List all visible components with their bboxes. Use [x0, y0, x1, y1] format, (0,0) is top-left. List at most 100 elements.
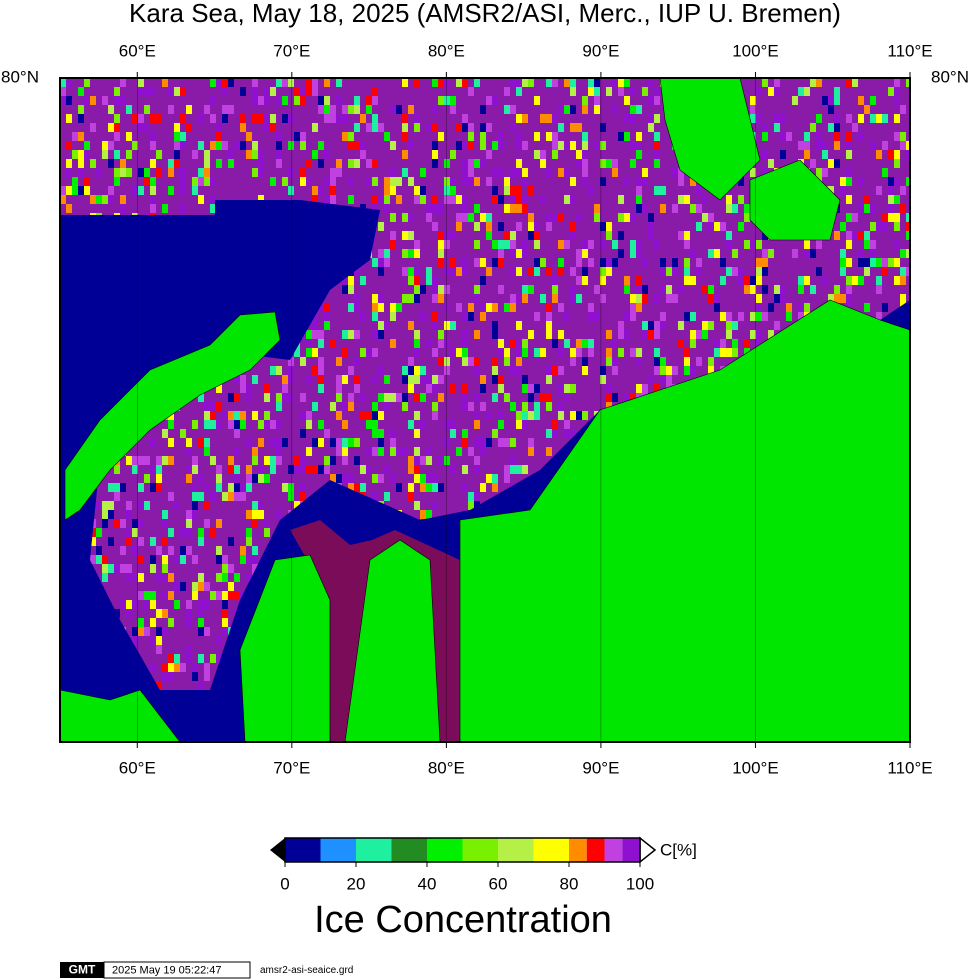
colorbar-tick-label: 20 [347, 874, 366, 893]
ice-pixel [462, 339, 468, 348]
ice-pixel [318, 330, 324, 339]
ice-pixel [204, 483, 210, 492]
ice-pixel [138, 573, 144, 582]
ice-pixel [72, 150, 78, 159]
ice-pixel [606, 267, 612, 276]
ice-pixel [270, 456, 276, 465]
ice-pixel [480, 438, 486, 447]
ice-pixel [678, 285, 684, 294]
ice-pixel [552, 213, 558, 222]
ice-pixel [216, 141, 222, 150]
ice-pixel [270, 465, 276, 474]
ice-pixel [480, 276, 486, 285]
ice-pixel [78, 150, 84, 159]
ice-pixel [384, 204, 390, 213]
ice-pixel [480, 447, 486, 456]
ice-pixel [372, 474, 378, 483]
ice-pixel [330, 186, 336, 195]
ice-pixel [756, 330, 762, 339]
colorbar-bin [498, 838, 534, 862]
ice-pixel [738, 312, 744, 321]
ice-pixel [354, 267, 360, 276]
ice-pixel [192, 582, 198, 591]
ice-pixel [876, 150, 882, 159]
ice-pixel [624, 276, 630, 285]
ice-pixel [96, 528, 102, 537]
ice-pixel [720, 312, 726, 321]
ice-pixel [456, 213, 462, 222]
ice-pixel [444, 366, 450, 375]
ice-pixel [558, 384, 564, 393]
ice-pixel [168, 438, 174, 447]
ice-pixel [516, 132, 522, 141]
ice-pixel [468, 159, 474, 168]
ice-pixel [474, 501, 480, 510]
ice-pixel [198, 618, 204, 627]
ice-pixel [492, 357, 498, 366]
ice-pixel [450, 465, 456, 474]
ice-pixel [456, 222, 462, 231]
ice-pixel [510, 231, 516, 240]
x-tick-label: 80°E [428, 758, 465, 777]
ice-pixel [588, 258, 594, 267]
ice-pixel [564, 384, 570, 393]
ice-pixel [354, 357, 360, 366]
ice-pixel [570, 195, 576, 204]
map-frame [59, 77, 911, 743]
ice-pixel [804, 240, 810, 249]
ice-pixel [108, 186, 114, 195]
ice-pixel [210, 456, 216, 465]
ice-pixel [618, 132, 624, 141]
ice-pixel [894, 276, 900, 285]
ice-pixel [324, 456, 330, 465]
ice-pixel [858, 114, 864, 123]
ice-pixel [486, 231, 492, 240]
ice-pixel [240, 375, 246, 384]
ice-pixel [354, 123, 360, 132]
ice-pixel [348, 438, 354, 447]
ice-pixel [570, 411, 576, 420]
ice-pixel [408, 384, 414, 393]
ice-pixel [888, 186, 894, 195]
ice-pixel [372, 177, 378, 186]
ice-pixel [204, 582, 210, 591]
ice-pixel [804, 249, 810, 258]
ice-pixel [636, 132, 642, 141]
ice-pixel [516, 411, 522, 420]
ice-pixel [714, 222, 720, 231]
ice-pixel [528, 411, 534, 420]
ice-pixel [198, 177, 204, 186]
ice-pixel [714, 249, 720, 258]
ice-pixel [144, 123, 150, 132]
gmt-logo [60, 962, 104, 978]
ice-pixel [90, 528, 96, 537]
ice-pixel [462, 177, 468, 186]
ice-pixel [222, 600, 228, 609]
ice-pixel [288, 141, 294, 150]
ice-pixel [234, 393, 240, 402]
ice-pixel [576, 411, 582, 420]
ice-pixel [174, 501, 180, 510]
ice-pixel [156, 609, 162, 618]
ice-pixel [402, 294, 408, 303]
ice-pixel [612, 357, 618, 366]
ice-pixel [534, 267, 540, 276]
ice-pixel [474, 159, 480, 168]
ice-pixel [144, 627, 150, 636]
ice-pixel [180, 87, 186, 96]
ice-pixel [774, 321, 780, 330]
ice-pixel [276, 438, 282, 447]
ice-pixel [798, 87, 804, 96]
ice-pixel [72, 186, 78, 195]
ice-pixel [552, 150, 558, 159]
ice-pixel [870, 96, 876, 105]
ice-pixel [138, 168, 144, 177]
ice-pixel [600, 123, 606, 132]
ice-pixel [390, 429, 396, 438]
ice-pixel [306, 447, 312, 456]
ice-pixel [486, 222, 492, 231]
ice-pixel [132, 636, 138, 645]
ice-pixel [210, 204, 216, 213]
ice-pixel [348, 483, 354, 492]
ice-pixel [702, 195, 708, 204]
